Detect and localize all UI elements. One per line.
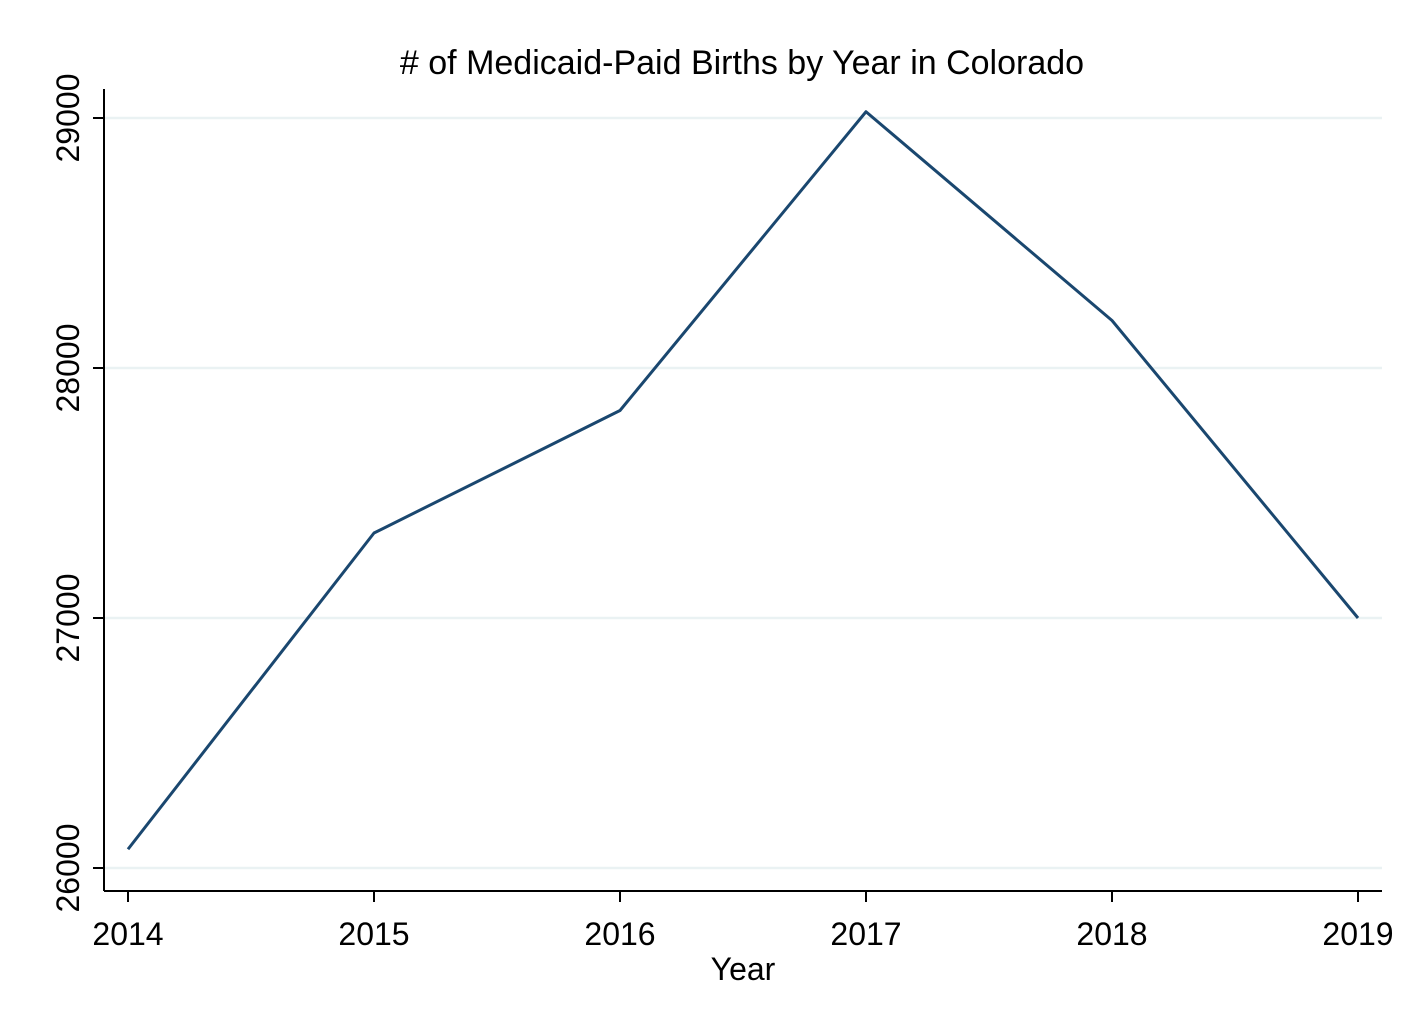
x-tick-label: 2019 bbox=[1322, 916, 1393, 952]
series-line bbox=[126, 110, 1360, 851]
y-axis-ticks: 26000 27000 28000 29000 bbox=[50, 74, 104, 913]
y-tick-label: 28000 bbox=[50, 324, 86, 413]
series-layer bbox=[126, 110, 1360, 851]
y-tick-label: 26000 bbox=[50, 824, 86, 913]
x-tick-label: 2018 bbox=[1076, 916, 1147, 952]
x-tick-label: 2017 bbox=[830, 916, 901, 952]
chart-title: # of Medicaid-Paid Births by Year in Col… bbox=[400, 44, 1084, 82]
x-tick-label: 2016 bbox=[584, 916, 655, 952]
y-tick-label: 29000 bbox=[50, 74, 86, 163]
x-axis-label: Year bbox=[711, 951, 776, 987]
x-axis-ticks: 2014 2015 2016 2017 2018 2019 bbox=[92, 891, 1394, 952]
x-tick-label: 2014 bbox=[92, 916, 163, 952]
y-tick-label: 27000 bbox=[50, 574, 86, 663]
gridlines bbox=[104, 116, 1382, 870]
x-tick-label: 2015 bbox=[338, 916, 409, 952]
